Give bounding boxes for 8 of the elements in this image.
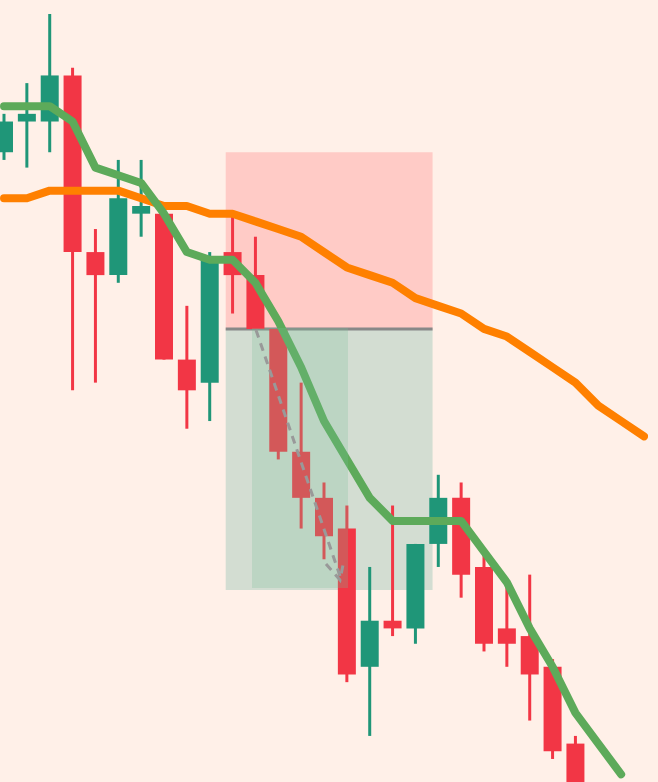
candlestick: [132, 158, 151, 239]
candlestick: [566, 734, 585, 782]
candlestick: [86, 227, 105, 385]
candlestick: [360, 565, 379, 738]
candlestick: [17, 81, 36, 170]
candlestick: [383, 504, 402, 638]
candlestick: [292, 381, 311, 531]
candlestick: [177, 304, 196, 431]
